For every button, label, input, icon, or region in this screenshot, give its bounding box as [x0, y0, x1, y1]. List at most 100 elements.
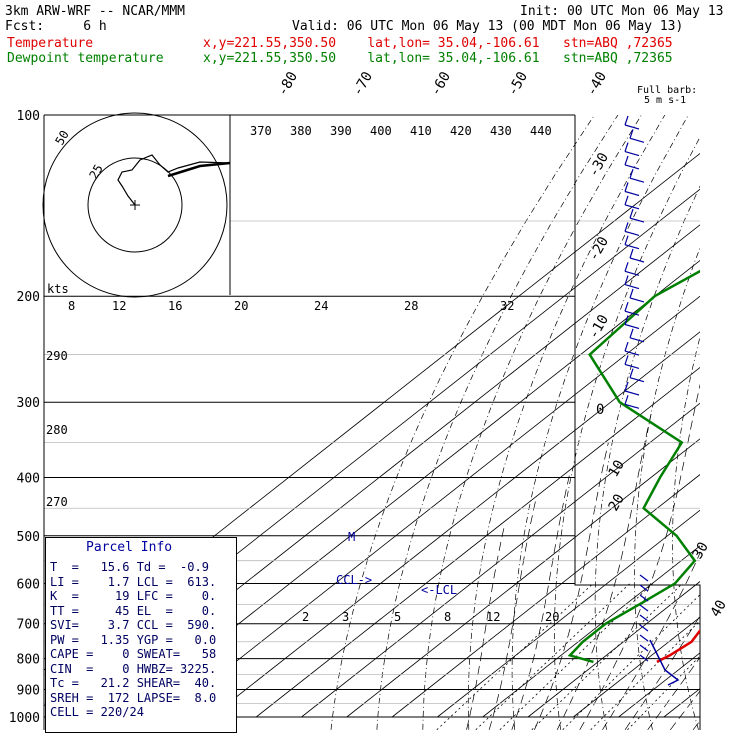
parcel-info-row: CAPE = 0 SWEAT= 58 — [50, 647, 217, 661]
theta-label: 430 — [490, 124, 512, 138]
wind-barb — [629, 137, 645, 143]
wind-barb — [624, 284, 640, 290]
wind-barb-cluster — [649, 639, 680, 686]
isotherm-line — [120, 260, 700, 718]
hodograph-ring-outer — [42, 112, 228, 298]
model-title: 3km ARW-WRF -- NCAR/MMM — [5, 4, 186, 19]
wind-barb — [624, 244, 640, 250]
parcel-info-row: LI = 1.7 LCL = 613. — [50, 574, 217, 589]
wind-barb — [629, 177, 645, 183]
isotherm-line — [391, 474, 700, 718]
wind-barb-flag — [624, 195, 629, 205]
isotherm-label: -80 — [275, 69, 302, 99]
hodograph-tick-label: 20 — [234, 299, 248, 313]
parcel-info-row: PW = 1.35 YGP = 0.0 — [50, 632, 217, 647]
hodograph-tick-label: 16 — [168, 299, 182, 313]
wind-barb-low — [639, 614, 649, 622]
pressure-label: 700 — [17, 618, 40, 633]
wind-barb-low — [639, 634, 649, 642]
parcel-info-row: Tc = 21.2 SHEAR= 40. — [50, 676, 217, 690]
hodograph-tick-label: 8 — [68, 299, 75, 313]
theta-label: 380 — [290, 124, 312, 138]
pressure-label: 500 — [17, 530, 40, 545]
wind-barb-flag — [624, 235, 629, 245]
wind-barb — [624, 124, 640, 130]
wind-barb — [624, 323, 640, 330]
wind-barb-flag — [629, 208, 634, 219]
init-time: Init: 00 UTC Mon 06 May 13 — [520, 4, 724, 19]
wind-barb-flag — [624, 262, 629, 272]
wind-barb-low — [639, 574, 649, 582]
wind-barb-flag — [624, 315, 629, 325]
moist-adiabat — [466, 525, 505, 730]
pressure-label: 300 — [17, 396, 40, 411]
dry-adiabat — [330, 115, 595, 730]
isotherm-label: 30 — [690, 539, 712, 562]
theta-label: 390 — [330, 124, 352, 138]
hodograph-tick-label: 32 — [500, 299, 514, 313]
isotherm-label: -70 — [350, 69, 377, 99]
wind-barb-flag — [624, 222, 629, 232]
isotherm-label: 20 — [606, 491, 628, 514]
wind-barb-flag — [624, 355, 629, 365]
wind-barb — [624, 164, 640, 170]
wind-barb-low — [639, 594, 649, 602]
dewpoint-curve — [567, 269, 700, 664]
hodograph-tick-label: 24 — [314, 299, 328, 313]
isotherm-label: -30 — [586, 150, 613, 180]
pressure-label: 800 — [17, 653, 40, 668]
wind-barb-flag — [629, 288, 634, 299]
barb-unit: 5 m s-1 — [644, 95, 687, 106]
wind-barb — [624, 363, 640, 369]
isotherm-line — [301, 402, 700, 718]
mixing-ratio-line — [475, 583, 631, 730]
isotherm-line — [527, 581, 700, 718]
isotherm-line — [437, 509, 700, 718]
hodograph-ring-label: 25 — [86, 162, 105, 182]
dry-adiabat — [554, 136, 700, 730]
parcel-marker: M — [348, 530, 355, 544]
wind-barb-flag — [629, 169, 634, 179]
dewpoint-location: x,y=221.55,350.50 lat,lon= 35.04,-106.61… — [203, 51, 673, 66]
wind-barb-flag — [629, 328, 634, 338]
theta-label: 420 — [450, 124, 472, 138]
dry-adiabat — [634, 247, 700, 730]
lcl-label: <-LCL — [421, 583, 457, 597]
wind-barb-flag — [624, 115, 629, 126]
forecast-hour: Fcst: 6 h — [5, 19, 107, 34]
hodograph-axis-label: kts — [47, 282, 69, 296]
pressure-label: 900 — [17, 683, 40, 698]
pressure-label: 600 — [17, 577, 40, 592]
theta-left-label: 270 — [46, 495, 68, 509]
isotherm-label: -50 — [505, 69, 532, 99]
dewpoint-legend: Dewpoint temperature — [7, 51, 164, 66]
mixing-ratio-label: 20 — [545, 610, 559, 624]
hodograph-ring-inner — [87, 157, 183, 253]
moist-adiabat — [488, 496, 537, 730]
theta-label: 400 — [370, 124, 392, 138]
theta-left-label: 280 — [46, 423, 68, 437]
isotherm-label: 0 — [596, 402, 604, 418]
isotherm-label: -60 — [428, 69, 455, 99]
wind-barb-flag — [629, 248, 634, 259]
moist-adiabat — [556, 410, 653, 730]
moist-adiabat — [534, 442, 609, 730]
wind-barb — [624, 190, 640, 197]
dry-adiabat — [376, 115, 619, 730]
pressure-label: 200 — [17, 290, 40, 305]
wind-barb-flag — [624, 142, 629, 152]
wind-barb-low — [639, 654, 649, 662]
ccl-label: CCL-> — [336, 573, 372, 587]
temperature-location: x,y=221.55,350.50 lat,lon= 35.04,-106.61… — [203, 36, 673, 51]
dry-adiabat — [467, 115, 666, 730]
parcel-info-row: TT = 45 EL = 0. — [50, 603, 217, 618]
valid-time: Valid: 06 UTC Mon 06 May 13 (00 MDT Mon … — [292, 19, 684, 34]
moist-adiabat — [647, 656, 700, 730]
wind-barb-flag — [624, 341, 629, 352]
dry-adiabat — [422, 115, 642, 730]
wind-barb — [624, 403, 640, 409]
wind-barb — [629, 377, 645, 383]
temperature-curve — [656, 628, 700, 664]
isotherm-line — [346, 438, 700, 718]
parcel-info-row: K = 19 LFC = 0. — [50, 589, 217, 603]
